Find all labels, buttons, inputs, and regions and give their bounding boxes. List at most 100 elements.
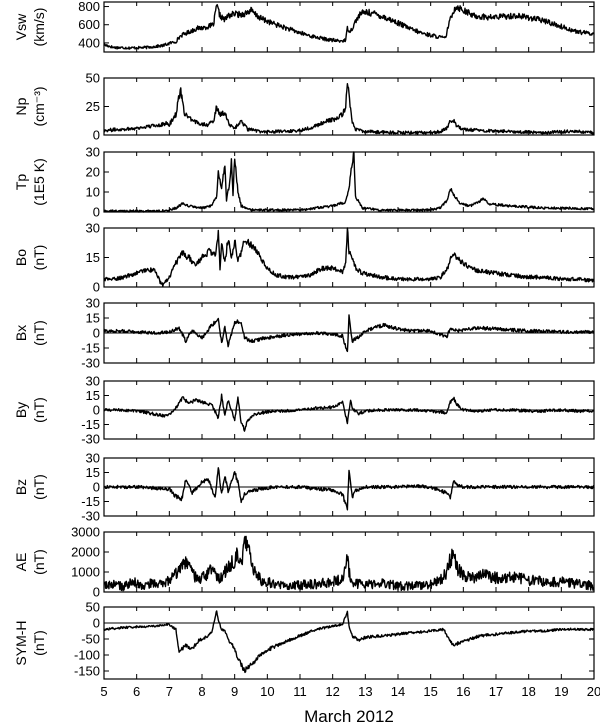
x-tick-label: 14 [391, 684, 405, 699]
panel-tp-ylabel-line: (1E5 K) [31, 158, 47, 205]
panel-by-series [103, 393, 595, 432]
panel-tp-series [103, 151, 595, 213]
panel-bx-ytick-label: -30 [81, 356, 100, 371]
panel-bz-ytick-label: 30 [86, 451, 100, 466]
panel-bz-ytick-label: 0 [93, 480, 100, 495]
panel-vsw-series [103, 4, 595, 50]
panel-ae-ylabel-line: AE [13, 553, 29, 572]
panel-ae-ytick-label: 1000 [71, 565, 100, 580]
panel-tp-ytick-label: 20 [86, 165, 100, 180]
panel-np-ytick-label: 0 [93, 128, 100, 143]
panel-by-ylabel: By (nT) [13, 397, 47, 423]
x-tick-label: 7 [166, 684, 173, 699]
panel-ae-ytick-label: 3000 [71, 525, 100, 540]
panel-by-ylabel-line: (nT) [31, 397, 47, 423]
panel-vsw-ylabel-line: (km/s) [31, 8, 47, 47]
panel-symh-ylabel-line: (nT) [31, 630, 47, 656]
panel-by-ytick-label: 0 [93, 403, 100, 418]
panel-ae-ylabel: AE (nT) [13, 549, 47, 575]
x-tick-label: 18 [521, 684, 535, 699]
panel-symh-ytick-label: 50 [86, 600, 100, 615]
panel-bo-ylabel: Bo (nT) [13, 245, 47, 271]
panel-bo-ytick-label: 15 [86, 250, 100, 265]
panel-bo-series [103, 227, 595, 288]
panel-by-ytick-label: -15 [81, 417, 100, 432]
panel-symh-ylabel: SYM-H (nT) [13, 620, 47, 665]
panel-symh-ylabel-line: SYM-H [13, 620, 29, 665]
panel-symh-series [103, 610, 595, 674]
panel-bx-ytick-label: 30 [86, 296, 100, 311]
panel-np-series [103, 83, 595, 135]
x-tick-label: 8 [198, 684, 205, 699]
panel-bo-ytick-label: 30 [86, 221, 100, 236]
panel-vsw-ytick-label: 800 [78, 0, 100, 14]
panel-np-ytick-label: 50 [86, 71, 100, 86]
panel-ae-frame [103, 531, 595, 593]
panel-ae-series [103, 535, 595, 592]
panel-bz-ylabel: Bz (nT) [13, 474, 47, 500]
panel-ae: 0 1000 2000 3000 AE (nT) [13, 525, 595, 600]
panel-vsw-frame [103, 1, 595, 53]
panel-tp-ytick-label: 0 [93, 205, 100, 220]
panel-by-ytick-label: -30 [81, 432, 100, 447]
x-tick-label: 17 [489, 684, 503, 699]
x-tick-label: 11 [293, 684, 307, 699]
x-axis-tick-labels: 5 6 7 8 9 10 11 12 13 14 15 16 17 18 19 20 [100, 684, 600, 699]
x-tick-label: 19 [554, 684, 568, 699]
panel-bx-series [103, 314, 595, 353]
panel-by-ytick-label: 15 [86, 388, 100, 403]
panel-np-ylabel-line: Np [13, 97, 29, 115]
x-tick-label: 10 [260, 684, 274, 699]
panel-ae-ytick-label: 0 [93, 585, 100, 600]
panel-ae-ytick-label: 2000 [71, 545, 100, 560]
panel-tp-ylabel-line: Tp [13, 174, 29, 191]
panel-bx-ylabel: Bx (nT) [13, 320, 47, 346]
panel-bz-ytick-label: -30 [81, 509, 100, 524]
panel-bx-ylabel-line: (nT) [31, 320, 47, 346]
panel-bx-ytick-label: 0 [93, 326, 100, 341]
panel-bo-ylabel-line: Bo [13, 249, 29, 266]
panel-symh-ytick-label: 0 [93, 616, 100, 631]
x-tick-label: 15 [423, 684, 437, 699]
panel-np-ytick-label: 25 [86, 99, 100, 114]
x-tick-label: 6 [133, 684, 140, 699]
panel-vsw-ytick-label: 600 [78, 17, 100, 32]
panel-bx-ytick-label: -15 [81, 341, 100, 356]
x-tick-label: 20 [587, 684, 600, 699]
x-tick-label: 12 [325, 684, 339, 699]
panel-symh-frame [103, 606, 595, 680]
panel-np-ylabel-line: (cm⁻³) [31, 86, 47, 126]
panel-bx-ytick-label: 15 [86, 311, 100, 326]
x-tick-label: 13 [358, 684, 372, 699]
panel-tp-ytick-label: 30 [86, 145, 100, 160]
x-tick-label: 9 [231, 684, 238, 699]
x-tick-label: 16 [456, 684, 470, 699]
panel-bz-ylabel-line: Bz [13, 479, 29, 495]
panel-vsw-ylabel-line: Vsw [13, 13, 29, 40]
panel-ae-ylabel-line: (nT) [31, 549, 47, 575]
panel-vsw-ytick-label: 400 [78, 35, 100, 50]
panel-vsw: 400 600 800 Vsw (km/s) [13, 0, 595, 53]
panel-by-ytick-label: 30 [86, 374, 100, 389]
x-axis-title: March 2012 [304, 707, 394, 726]
panel-vsw-ylabel: Vsw (km/s) [13, 8, 47, 47]
panel-tp: 0 10 20 30 Tp (1E5 K) [13, 145, 595, 220]
panel-bz-ytick-label: -15 [81, 494, 100, 509]
panel-tp-frame [103, 151, 595, 213]
panel-bo-ylabel-line: (nT) [31, 245, 47, 271]
panel-np: 0 25 50 Np (cm⁻³) [13, 71, 595, 143]
panel-np-ylabel: Np (cm⁻³) [13, 86, 47, 126]
panel-tp-ylabel: Tp (1E5 K) [13, 158, 47, 205]
panel-bo-ytick-label: 0 [93, 280, 100, 295]
panel-bz-series [103, 467, 595, 511]
panel-bo: 0 15 30 Bo (nT) [13, 221, 595, 295]
panel-symh-ytick-label: -50 [81, 632, 100, 647]
panel-tp-ytick-label: 10 [86, 185, 100, 200]
x-tick-label: 5 [100, 684, 107, 699]
